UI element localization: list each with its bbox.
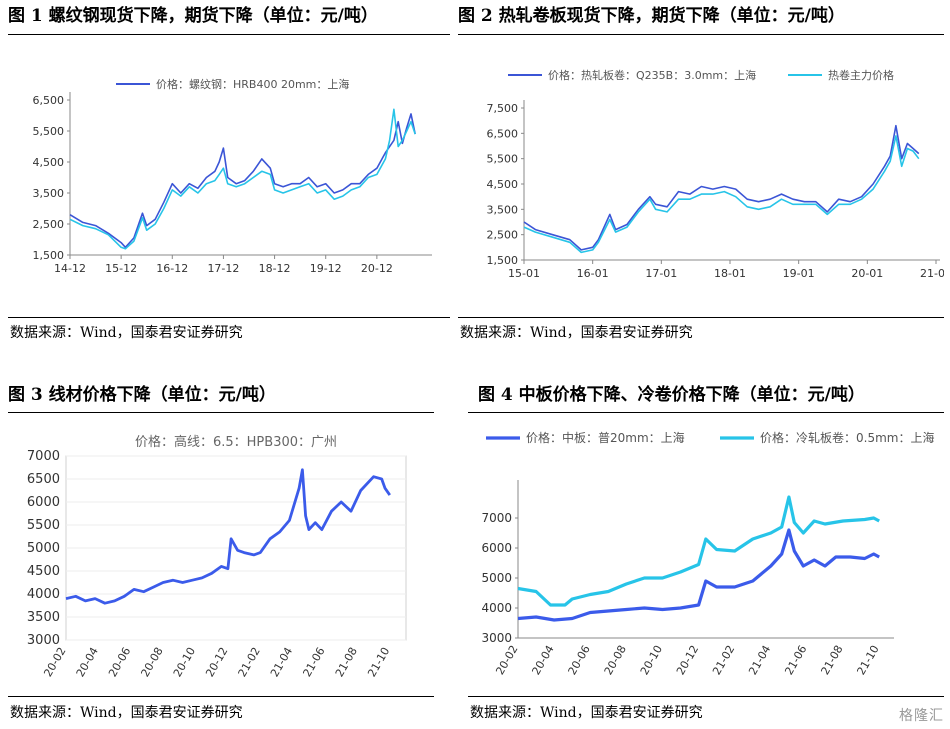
chart-3-title: 图 3 线材价格下降（单位：元/吨） [8, 385, 276, 405]
series-line-2 [69, 108, 416, 250]
x-tick-label: 21-08 [333, 645, 360, 679]
y-tick-label: 6,500 [487, 127, 519, 140]
x-tick-label: 19-12 [310, 262, 342, 275]
x-tick-label: 21-04 [746, 643, 773, 677]
y-tick-label: 2,500 [487, 229, 519, 242]
x-tick-label: 20-01 [851, 267, 883, 280]
y-tick-label: 1,500 [33, 249, 65, 262]
y-tick-label: 4500 [27, 564, 60, 579]
y-tick-label: 6000 [481, 541, 512, 555]
x-tick-label: 16-12 [156, 262, 188, 275]
series-line-1 [517, 528, 880, 622]
y-tick-label: 6000 [27, 495, 60, 510]
x-tick-label: 16-01 [577, 267, 609, 280]
chart-2-source-rule [458, 317, 944, 318]
x-tick-label: 20-02 [41, 645, 68, 679]
y-tick-label: 3,500 [487, 203, 519, 216]
y-tick-label: 3500 [27, 610, 60, 625]
series-line-1 [69, 113, 416, 249]
x-tick-label: 20-08 [138, 645, 165, 679]
y-tick-label: 7000 [481, 511, 512, 525]
y-tick-label: 4000 [481, 601, 512, 615]
x-tick-label: 21-02 [710, 643, 737, 677]
x-tick-label: 18-01 [714, 267, 746, 280]
chart-1-title: 图 1 螺纹钢现货下降，期货下降（单位：元/吨） [8, 6, 378, 26]
y-tick-label: 5000 [481, 571, 512, 585]
y-tick-label: 5500 [27, 518, 60, 533]
x-tick-label: 21-04 [268, 645, 295, 679]
legend-label-1: 价格：螺纹钢：HRB400 20mm：上海 [156, 77, 349, 91]
x-tick-label: 21-02 [236, 645, 263, 679]
legend-label-1: 价格：热轧板卷：Q235B：3.0mm：上海 [548, 68, 756, 82]
legend-label-2: 热卷主力价格 [828, 68, 894, 82]
x-tick-label: 15-12 [105, 262, 137, 275]
x-tick-label: 14-12 [54, 262, 86, 275]
y-tick-label: 4000 [27, 587, 60, 602]
series-line-2 [517, 495, 880, 607]
series-line-1 [65, 468, 391, 605]
chart-3-svg: 3000 3500 4000 4500 5000 5500 6000 6500 7000 20-0… [27, 434, 407, 679]
y-tick-label: 3000 [481, 631, 512, 645]
series-line-2 [523, 135, 920, 254]
chart-4-title: 图 4 中板价格下降、冷卷价格下降（单位：元/吨） [478, 385, 865, 405]
y-tick-label: 1,500 [487, 254, 519, 267]
x-tick-label: 21-06 [782, 643, 809, 677]
chart-2-svg: 1,500 2,500 3,500 4,500 5,500 6,500 7,500 15-01… [487, 68, 945, 280]
x-tick-label: 20-12 [674, 643, 701, 677]
x-tick-label: 17-01 [645, 267, 677, 280]
x-tick-label: 20-12 [203, 645, 230, 679]
chart-1-source: 数据来源：Wind，国泰君安证券研究 [10, 325, 243, 341]
legend-label-1: 价格：高线：6.5：HPB300：广州 [135, 434, 337, 450]
x-tick-label: 21-10 [855, 643, 882, 677]
x-tick-label: 20-10 [171, 645, 198, 679]
chart-1-svg: 1,500 2,500 3,500 4,500 5,500 6,500 14-12 15-12… [33, 77, 432, 275]
x-tick-label: 15-01 [508, 267, 540, 280]
y-tick-label: 4,500 [487, 178, 519, 191]
x-tick-label: 21-08 [818, 643, 845, 677]
x-tick-label: 18-12 [259, 262, 291, 275]
x-tick-label: 17-12 [207, 262, 239, 275]
y-tick-label: 5,500 [487, 153, 519, 166]
y-tick-label: 7000 [27, 449, 60, 464]
x-tick-label: 20-02 [493, 643, 520, 677]
chart-3-source: 数据来源：Wind，国泰君安证券研究 [10, 705, 243, 721]
chart-2-title-rule [458, 34, 944, 35]
x-tick-label: 20-06 [106, 645, 133, 679]
y-tick-label: 5,500 [33, 125, 65, 138]
x-tick-label: 19-01 [783, 267, 815, 280]
chart-4-source-rule [468, 696, 944, 697]
chart-1-source-rule [8, 317, 450, 318]
chart-4-svg: 3000 4000 5000 6000 7000 20-02 20-04 20-06 20-08… [481, 430, 934, 677]
x-tick-label: 20-06 [566, 643, 593, 677]
x-tick-label: 20-04 [74, 645, 101, 679]
chart-3-title-rule [8, 412, 434, 413]
x-tick-label: 20-10 [638, 643, 665, 677]
chart-4-source: 数据来源：Wind，国泰君安证券研究 [470, 705, 703, 721]
legend-label-2: 价格：冷轧板卷：0.5mm：上海 [760, 430, 934, 445]
chart-3-source-rule [8, 696, 434, 697]
chart-1-title-rule [8, 34, 450, 35]
chart-2-source: 数据来源：Wind，国泰君安证券研究 [460, 325, 693, 341]
y-tick-label: 5000 [27, 541, 60, 556]
series-line-1 [523, 124, 920, 251]
chart-4-title-rule [468, 412, 944, 413]
legend-label-1: 价格：中板：普20mm：上海 [526, 430, 685, 445]
y-tick-label: 3000 [27, 633, 60, 648]
x-tick-label: 20-08 [602, 643, 629, 677]
x-tick-label: 21-06 [300, 645, 327, 679]
y-tick-label: 6500 [27, 472, 60, 487]
x-tick-label: 21-01 [920, 267, 944, 280]
x-tick-label: 20-12 [361, 262, 393, 275]
watermark: 格隆汇 [899, 708, 944, 724]
chart-2-title: 图 2 热轧卷板现货下降，期货下降（单位：元/吨） [458, 6, 845, 26]
y-tick-label: 4,500 [33, 156, 65, 169]
x-tick-label: 21-10 [365, 645, 392, 679]
y-tick-label: 7,500 [487, 102, 519, 115]
y-tick-label: 2,500 [33, 218, 65, 231]
x-tick-label: 20-04 [529, 643, 556, 677]
y-tick-label: 3,500 [33, 187, 65, 200]
y-tick-label: 6,500 [33, 94, 65, 107]
